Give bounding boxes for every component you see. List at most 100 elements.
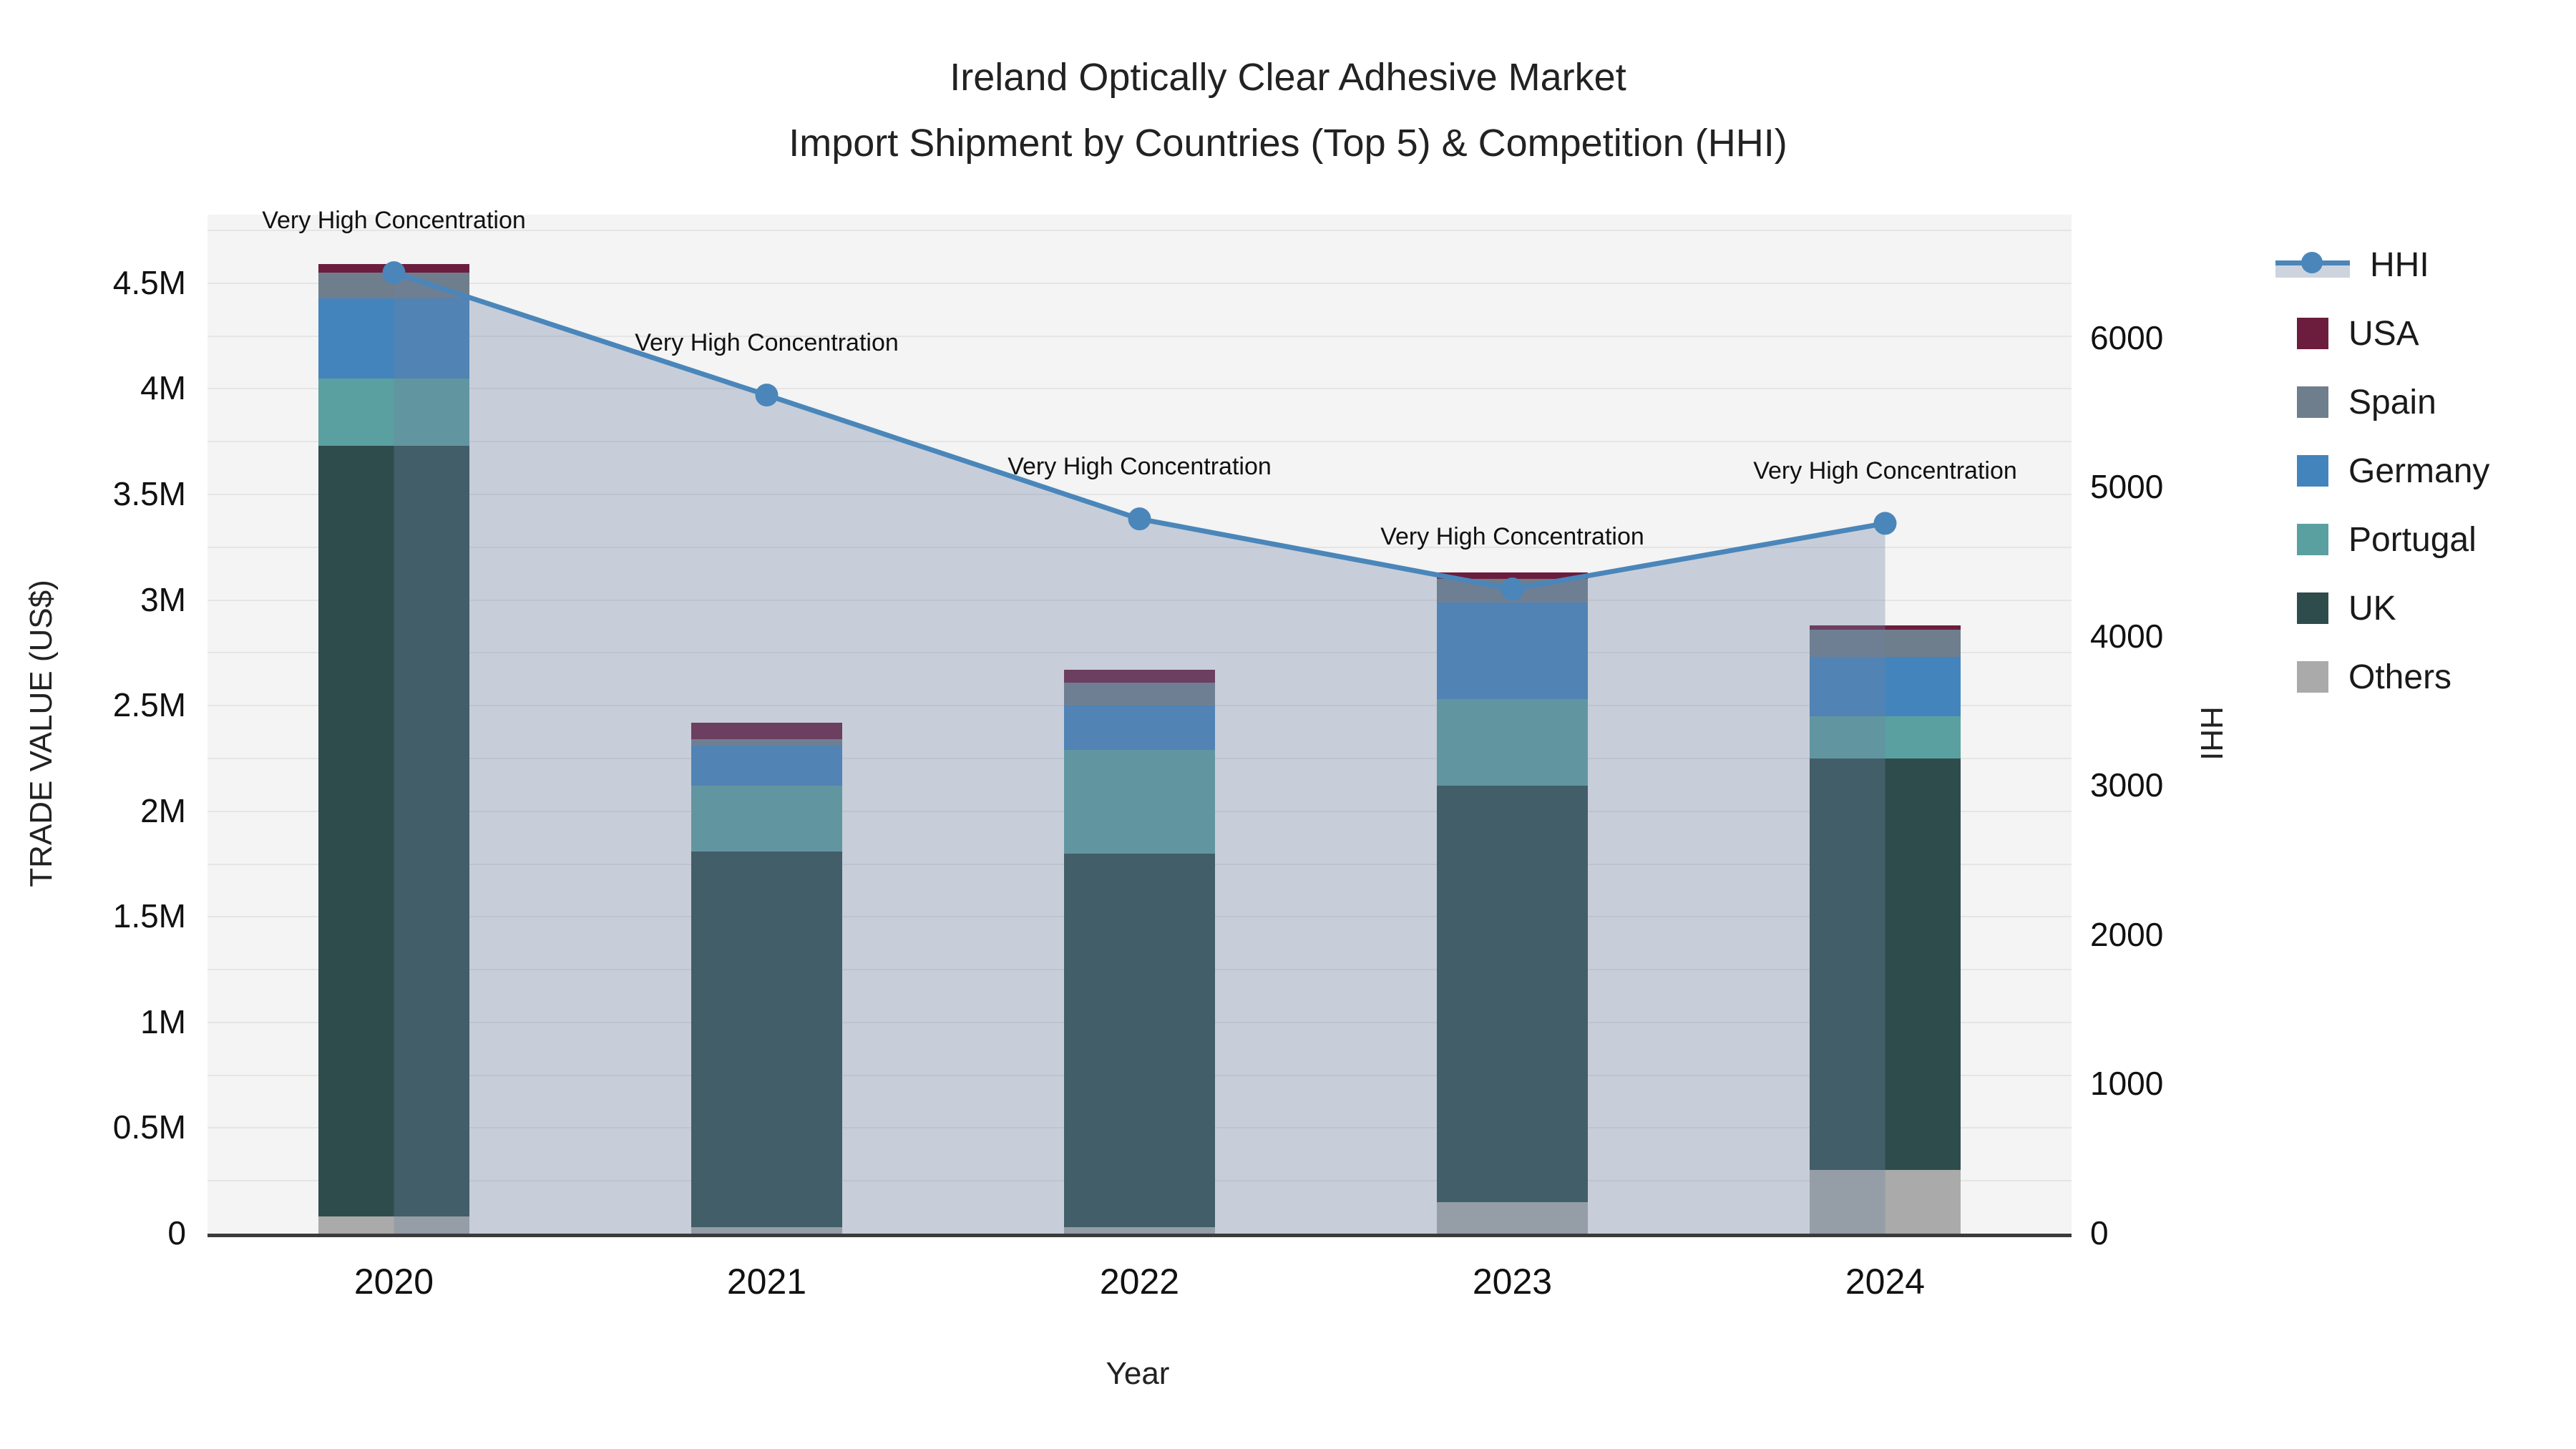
bar-segment-portugal-2021[interactable] bbox=[691, 786, 842, 852]
bar-segment-portugal-2020[interactable] bbox=[318, 378, 469, 447]
left-tick-1M: 1M bbox=[140, 1002, 186, 1040]
bar-segment-others-2022[interactable] bbox=[1064, 1227, 1215, 1234]
bar-segment-germany-2024[interactable] bbox=[1810, 657, 1961, 716]
hhi-annotation-2024: Very High Concentration bbox=[1753, 457, 2017, 485]
bar-segment-uk-2024[interactable] bbox=[1810, 758, 1961, 1171]
bar-segment-uk-2020[interactable] bbox=[318, 446, 469, 1217]
hhi-area-fill bbox=[394, 273, 1885, 1234]
hhi-marker-2022[interactable] bbox=[1128, 507, 1151, 531]
left-tick-4M: 4M bbox=[140, 369, 186, 407]
bar-segment-others-2020[interactable] bbox=[318, 1216, 469, 1234]
bar-segment-portugal-2024[interactable] bbox=[1810, 716, 1961, 758]
hhi-legend-glyph bbox=[2275, 249, 2350, 280]
legend-swatch-uk bbox=[2297, 592, 2328, 624]
legend-label-usa: USA bbox=[2348, 314, 2419, 353]
legend-swatch-usa bbox=[2297, 318, 2328, 349]
chart-title-line1: Ireland Optically Clear Adhesive Market bbox=[950, 56, 1626, 99]
chart-title-line2: Import Shipment by Countries (Top 5) & C… bbox=[789, 122, 1787, 165]
bar-segment-portugal-2023[interactable] bbox=[1437, 699, 1588, 786]
gridline bbox=[208, 335, 2072, 337]
bar-segment-usa-2021[interactable] bbox=[691, 722, 842, 740]
hhi-line-overlay bbox=[382, 261, 1897, 1234]
x-axis-title: Year bbox=[1106, 1356, 1170, 1391]
left-tick-0.5M: 0.5M bbox=[112, 1108, 186, 1146]
left-tick-1.5M: 1.5M bbox=[112, 897, 186, 935]
gridline bbox=[208, 652, 2072, 654]
x-tick-2024: 2024 bbox=[1845, 1262, 1926, 1302]
hhi-marker-2024[interactable] bbox=[1873, 512, 1897, 535]
bar-segment-uk-2022[interactable] bbox=[1064, 853, 1215, 1228]
bar-segment-spain-2021[interactable] bbox=[691, 739, 842, 746]
left-tick-4.5M: 4.5M bbox=[112, 263, 186, 301]
legend-label-hhi: HHI bbox=[2370, 245, 2429, 284]
hhi-marker-2023[interactable] bbox=[1501, 577, 1524, 601]
bar-segment-germany-2020[interactable] bbox=[318, 298, 469, 379]
legend-label-spain: Spain bbox=[2348, 383, 2436, 421]
legend-label-germany: Germany bbox=[2348, 452, 2490, 490]
bar-segment-germany-2023[interactable] bbox=[1437, 602, 1588, 700]
left-tick-3M: 3M bbox=[140, 580, 186, 618]
x-tick-2022: 2022 bbox=[1099, 1262, 1180, 1302]
legend-label-uk: UK bbox=[2348, 589, 2396, 628]
legend-item-germany[interactable]: Germany bbox=[2275, 436, 2489, 505]
legend-label-others: Others bbox=[2348, 658, 2452, 696]
hhi-marker-2021[interactable] bbox=[755, 384, 779, 407]
gridline bbox=[208, 494, 2072, 496]
bar-segment-spain-2022[interactable] bbox=[1064, 682, 1215, 706]
bar-segment-portugal-2022[interactable] bbox=[1064, 750, 1215, 854]
hhi-annotation-2022: Very High Concentration bbox=[1008, 453, 1272, 481]
right-tick-5000: 5000 bbox=[2090, 468, 2164, 506]
gridline bbox=[208, 230, 2072, 232]
bar-segment-uk-2021[interactable] bbox=[691, 851, 842, 1228]
bar-segment-spain-2024[interactable] bbox=[1810, 629, 1961, 658]
left-tick-2M: 2M bbox=[140, 791, 186, 829]
legend-item-portugal[interactable]: Portugal bbox=[2275, 505, 2489, 574]
bar-segment-others-2021[interactable] bbox=[691, 1227, 842, 1234]
right-axis-title: HHI bbox=[2194, 706, 2229, 761]
bar-segment-germany-2022[interactable] bbox=[1064, 706, 1215, 751]
left-tick-0: 0 bbox=[167, 1214, 186, 1252]
gridline bbox=[208, 282, 2072, 284]
bar-segment-usa-2022[interactable] bbox=[1064, 670, 1215, 683]
right-tick-0: 0 bbox=[2090, 1214, 2109, 1252]
bar-segment-usa-2024[interactable] bbox=[1810, 625, 1961, 630]
legend: HHI USA Spain Germany Portugal UK Others bbox=[2275, 230, 2489, 711]
x-tick-2021: 2021 bbox=[726, 1262, 807, 1302]
bar-segment-others-2024[interactable] bbox=[1810, 1170, 1961, 1234]
bar-segment-usa-2023[interactable] bbox=[1437, 572, 1588, 580]
legend-item-uk[interactable]: UK bbox=[2275, 574, 2489, 643]
left-axis-title: TRADE VALUE (US$) bbox=[24, 580, 59, 887]
hhi-annotation-2020: Very High Concentration bbox=[262, 207, 526, 235]
right-tick-2000: 2000 bbox=[2090, 915, 2164, 953]
x-tick-2023: 2023 bbox=[1472, 1262, 1553, 1302]
right-tick-6000: 6000 bbox=[2090, 318, 2164, 356]
left-tick-3.5M: 3.5M bbox=[112, 475, 186, 513]
legend-swatch-spain bbox=[2297, 386, 2328, 418]
hhi-annotation-2023: Very High Concentration bbox=[1380, 523, 1644, 551]
legend-swatch-others bbox=[2297, 661, 2328, 693]
bar-segment-uk-2023[interactable] bbox=[1437, 786, 1588, 1202]
gridline bbox=[208, 599, 2072, 601]
x-tick-2020: 2020 bbox=[353, 1262, 434, 1302]
bar-segment-others-2023[interactable] bbox=[1437, 1201, 1588, 1234]
legend-swatch-portugal bbox=[2297, 524, 2328, 555]
gridline bbox=[208, 441, 2072, 443]
plot-area: Very High Concentration Very High Concent… bbox=[208, 207, 2072, 1237]
right-tick-3000: 3000 bbox=[2090, 766, 2164, 804]
hhi-marker-2020[interactable] bbox=[382, 261, 406, 285]
legend-item-hhi[interactable]: HHI bbox=[2275, 230, 2489, 299]
gridline bbox=[208, 546, 2072, 548]
legend-swatch-germany bbox=[2297, 455, 2328, 487]
left-tick-2.5M: 2.5M bbox=[112, 686, 186, 724]
legend-item-others[interactable]: Others bbox=[2275, 643, 2489, 711]
legend-label-portugal: Portugal bbox=[2348, 520, 2477, 559]
legend-item-spain[interactable]: Spain bbox=[2275, 368, 2489, 436]
chart-title: Ireland Optically Clear Adhesive Market … bbox=[0, 44, 2576, 176]
bar-segment-germany-2021[interactable] bbox=[691, 746, 842, 786]
legend-item-usa[interactable]: USA bbox=[2275, 299, 2489, 368]
hhi-annotation-2021: Very High Concentration bbox=[635, 329, 899, 357]
right-tick-1000: 1000 bbox=[2090, 1065, 2164, 1103]
gridline bbox=[208, 388, 2072, 390]
right-tick-4000: 4000 bbox=[2090, 617, 2164, 655]
